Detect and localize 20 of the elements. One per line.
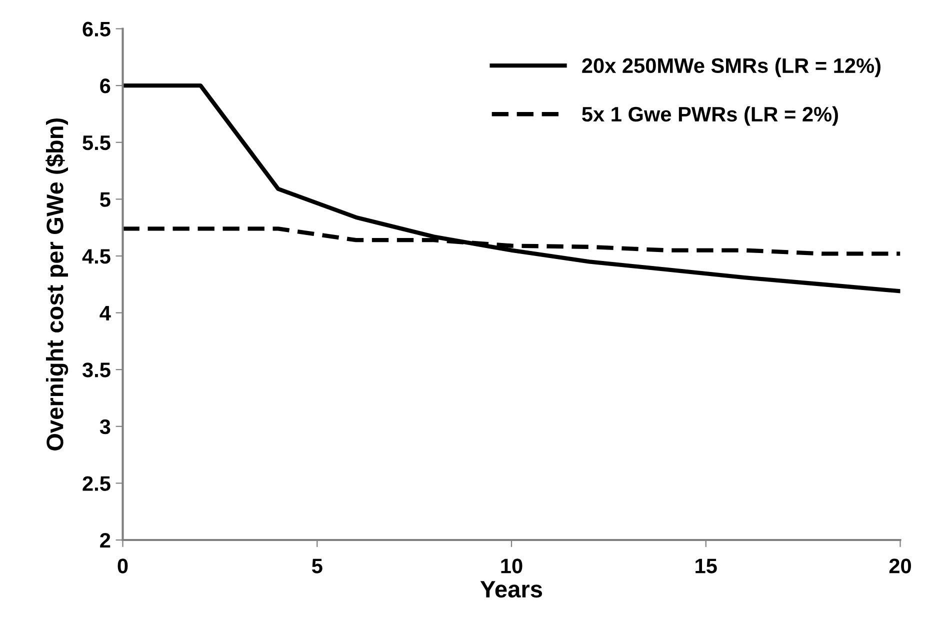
y-tick-label: 4 — [100, 306, 111, 320]
y-tick-label: 3 — [100, 419, 110, 434]
x-tick-label: 20 — [889, 558, 911, 574]
legend-label: 20x 250MWe SMRs (LR = 12%) — [582, 58, 880, 78]
y-tick-label: 6 — [100, 78, 110, 94]
x-tick-label: 0 — [118, 558, 128, 574]
y-axis-title: Overnight cost per GWe ($bn) — [46, 118, 68, 450]
x-tick-label: 15 — [696, 558, 717, 574]
y-tick-label: 5 — [100, 192, 110, 207]
x-tick-label: 10 — [501, 558, 522, 574]
y-tick-label: 2.5 — [82, 476, 110, 491]
y-tick-label: 6.5 — [82, 22, 110, 37]
y-tick-label: 2 — [100, 533, 110, 548]
y-tick-label: 4.5 — [82, 249, 110, 264]
y-tick-label: 5.5 — [82, 136, 110, 150]
line-series — [122, 83, 900, 294]
legend-label: 5x 1 Gwe PWRs (LR = 2%) — [582, 106, 838, 126]
x-tick-label: 5 — [312, 558, 322, 574]
y-tick-label: 3.5 — [82, 362, 110, 378]
x-axis-title: Years — [480, 581, 542, 598]
